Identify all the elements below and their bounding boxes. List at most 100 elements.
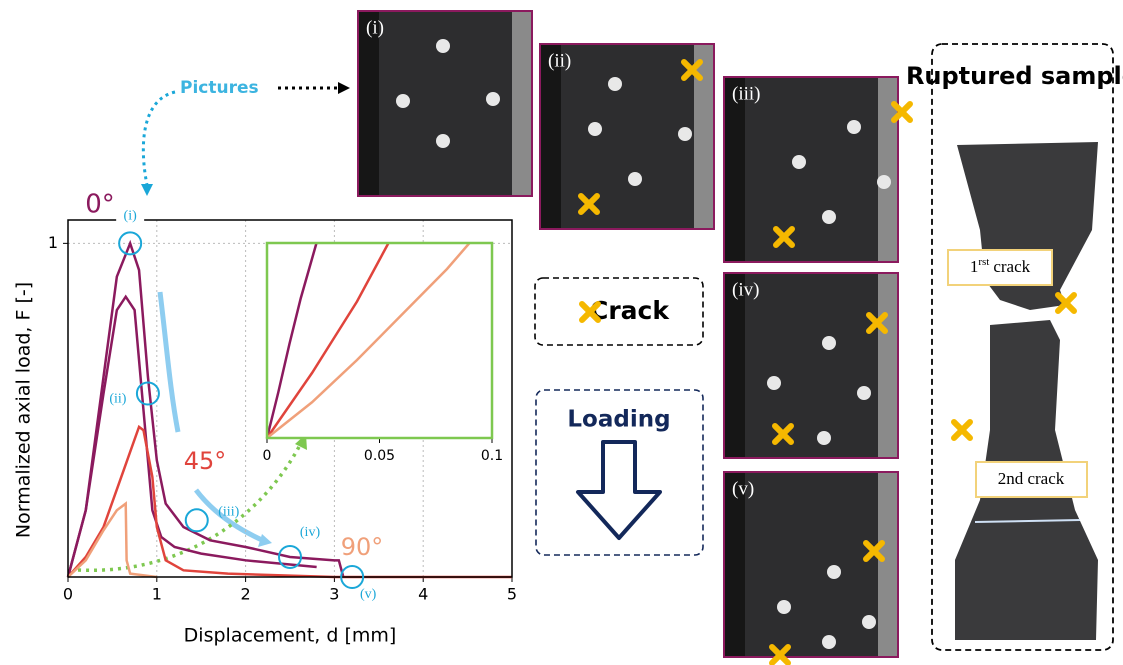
- crack-legend-box: [534, 277, 704, 346]
- first-crack-number: 1: [970, 257, 979, 276]
- data-line: [66, 294, 317, 578]
- photo-edge: [725, 274, 745, 457]
- photo: [723, 76, 899, 263]
- sample-title-text: Ruptured sample: [906, 62, 1123, 90]
- data-line: [67, 424, 512, 579]
- x-tick-label: 3: [329, 585, 339, 604]
- loading-box: [535, 389, 704, 556]
- photo-dot: [857, 386, 871, 400]
- x-tick-label: 5: [507, 585, 517, 604]
- photo-label: (ii): [548, 50, 571, 71]
- crack-mark: [773, 226, 795, 248]
- crack-mark: [891, 101, 913, 123]
- x-axis-label: Displacement, d [mm]: [184, 625, 397, 647]
- photo-dot: [877, 175, 891, 189]
- photo-dot: [777, 600, 791, 614]
- photo-dot: [396, 94, 410, 108]
- first-crack-suffix: rst: [978, 256, 989, 268]
- plot-frame: [265, 241, 494, 440]
- photo-edge: [878, 78, 897, 261]
- photo-label: (i): [366, 17, 384, 38]
- trend-arrow: [194, 488, 264, 543]
- photo-label: (iv): [732, 279, 759, 300]
- sample-line: [974, 519, 1081, 523]
- photo-dot: [436, 134, 450, 148]
- crack-mark: [1055, 292, 1077, 314]
- series-label: 45°: [184, 447, 227, 475]
- pictures-arrow-curve: [141, 90, 176, 186]
- second-crack-box: [975, 461, 1088, 498]
- photo-edge: [725, 473, 745, 656]
- photo: [357, 10, 533, 197]
- crack-mark: [772, 423, 794, 445]
- annotation-circle: [184, 508, 209, 533]
- crack-legend-label: Crack: [590, 296, 670, 325]
- y-tick-label: 1: [48, 233, 58, 252]
- photo-dot: [486, 92, 500, 106]
- loading-label: Loading: [567, 407, 670, 433]
- annotation-bg: [116, 207, 145, 226]
- x-tick-label: 4: [418, 585, 428, 604]
- annotation-circle: [340, 565, 365, 589]
- arrow-head: [338, 82, 350, 94]
- photo-edge: [878, 473, 897, 656]
- crack-mark: [769, 644, 791, 665]
- y-axis-label: Normalized axial load, F [-]: [13, 282, 35, 538]
- photo-dot: [822, 210, 836, 224]
- inset-background: [267, 243, 492, 438]
- crack-mark: [863, 540, 885, 562]
- x-tick-label: 0.1: [481, 448, 503, 464]
- photo-dot: [628, 172, 642, 186]
- photo-dot: [678, 127, 692, 141]
- x-tick-label: 0: [263, 448, 272, 464]
- photo: [723, 272, 899, 459]
- second-crack-label: 2nd crack: [998, 469, 1065, 488]
- annotation-label: (ii): [109, 392, 126, 407]
- photo-dot: [608, 77, 622, 91]
- crack-mark: [951, 419, 973, 441]
- trend-arrow: [157, 291, 181, 433]
- first-crack-box: [947, 249, 1053, 286]
- data-line: [66, 239, 345, 578]
- photo-edge: [512, 12, 531, 195]
- first-crack-text: crack: [993, 257, 1030, 276]
- photo-dot: [822, 635, 836, 649]
- crack-mark: [578, 193, 600, 215]
- loading-arrow: [576, 440, 662, 540]
- plot-frame: [67, 219, 513, 578]
- arrow-head: [141, 184, 153, 196]
- data-line: [265, 242, 390, 439]
- crack-mark: [579, 301, 601, 323]
- photo-edge: [694, 45, 713, 228]
- arrow-head: [258, 534, 272, 547]
- crack-mark: [681, 59, 703, 81]
- data-line: [67, 501, 157, 579]
- photo-label: (iii): [732, 83, 761, 104]
- photo-edge: [878, 274, 897, 457]
- photo-dot: [792, 155, 806, 169]
- photo-edge: [359, 12, 379, 195]
- data-line: [266, 242, 471, 439]
- photo-dot: [767, 376, 781, 390]
- series-label: 0°: [85, 190, 115, 220]
- photo-dot: [862, 615, 876, 629]
- sample-box: [931, 43, 1114, 651]
- photo-edge: [725, 78, 745, 261]
- annotation-circle: [278, 544, 302, 569]
- x-tick-label: 0.05: [364, 448, 395, 464]
- photo-dot: [436, 39, 450, 53]
- pictures-label: Pictures: [180, 78, 259, 98]
- series-label: 90°: [341, 533, 384, 561]
- photo-label: (v): [732, 478, 754, 499]
- data-line: [265, 242, 318, 439]
- annotation-circle: [118, 231, 143, 256]
- photo-dot: [827, 565, 841, 579]
- first-crack-label: 1rst crack: [970, 256, 1031, 276]
- photo: [723, 471, 899, 658]
- photo-dot: [822, 336, 836, 350]
- x-tick-label: 1: [152, 585, 162, 604]
- photo-dot: [847, 120, 861, 134]
- annotation-label: (iii): [218, 504, 239, 519]
- sample-title: Ruptured sample: [906, 62, 1123, 90]
